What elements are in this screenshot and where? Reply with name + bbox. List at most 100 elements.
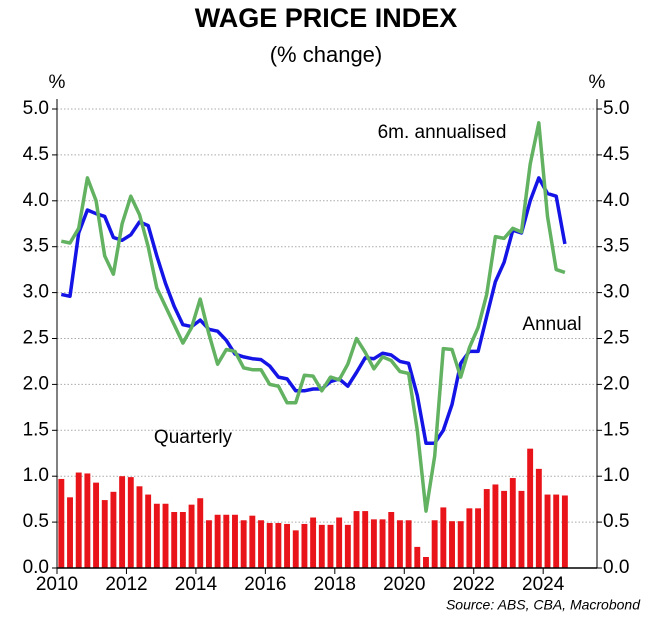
y2-tick-label: 1.0 [603,465,629,486]
x-tick-label: 2018 [314,574,356,595]
bar [327,524,334,568]
bar [301,523,308,568]
line [60,176,567,445]
bar [153,503,160,568]
bar [284,523,291,568]
bar [553,494,560,568]
bar [362,511,369,568]
bar [249,515,256,568]
bar [240,520,247,568]
bar [405,520,412,568]
chart-subtitle: (% change) [270,42,383,67]
bar [370,519,377,568]
line [60,121,566,513]
bar [501,490,508,568]
x-tick-label: 2014 [175,574,218,595]
bar [344,524,351,568]
bar [423,556,429,568]
y2-tick-label: 5.0 [603,98,629,119]
bar [67,497,73,568]
bar [110,491,117,568]
y-tick-label: 5.0 [23,98,49,119]
y2-tick-label: 0.5 [603,511,629,532]
x-tick-label: 2016 [244,574,286,595]
bar [492,484,499,568]
y2-tick-label: 4.5 [603,144,629,165]
bar [214,514,221,568]
bar [388,512,395,568]
bar [518,490,525,568]
y-tick-label: 0.0 [23,557,49,578]
series-label: 6m. annualised [378,122,507,143]
y2-tick-label: 3.5 [603,236,629,257]
bar [58,478,65,568]
bar [535,468,542,568]
bar [431,520,438,568]
x-tick-label: 2020 [383,574,425,595]
y2-tick-label: 2.0 [603,373,629,394]
bar [171,512,178,568]
bar [527,448,534,568]
y2-tick-label: 3.0 [603,282,629,303]
y-tick-label: 3.0 [23,282,49,303]
bar [275,523,282,568]
bar [232,514,238,568]
bar [440,507,447,568]
bar [127,477,134,568]
x-tick-label: 2022 [453,574,495,595]
y-tick-label: 1.0 [23,465,49,486]
bar [336,517,343,568]
x-tick-label: 2010 [36,574,78,595]
bar [414,546,421,568]
y-tick-label: 2.5 [23,328,49,349]
chart-title: WAGE PRICE INDEX [195,3,458,33]
bar [266,523,273,568]
bar [483,489,490,568]
bar [318,524,325,568]
source-note: Source: ABS, CBA, Macrobond [446,597,641,613]
bar [310,517,317,568]
bar [258,520,264,568]
bar [449,521,455,568]
bar [205,520,212,568]
bar [179,512,186,568]
y-tick-label: 2.0 [23,373,49,394]
y-tick-label: 4.0 [23,190,49,211]
bar [93,482,100,568]
y2-axis-label: % [589,72,606,93]
y-tick-label: 3.5 [23,236,49,257]
bar [223,514,230,568]
bar [353,511,360,568]
bar [188,504,195,568]
y2-tick-label: 1.5 [603,419,629,440]
bar [396,520,403,568]
bar [561,495,568,568]
bar [162,503,169,568]
bar [136,486,143,568]
bar [119,476,126,568]
bar [145,494,152,568]
bar [197,498,204,568]
bar [544,494,551,568]
y-tick-label: 1.5 [23,419,49,440]
bar [84,473,91,568]
y2-tick-label: 4.0 [603,190,629,211]
x-tick-label: 2024 [522,574,565,595]
bar [509,478,516,568]
y-tick-label: 0.5 [23,511,49,532]
y2-tick-label: 0.0 [603,557,629,578]
x-tick-label: 2012 [105,574,147,595]
bar [379,519,386,568]
y2-tick-label: 2.5 [603,328,629,349]
series-label: Quarterly [154,427,233,448]
bar [466,508,473,568]
bar [101,500,108,568]
bar [475,508,482,568]
bar [457,521,464,568]
bar [292,530,299,568]
series-label: Annual [522,314,581,335]
bar [75,472,82,568]
y-tick-label: 4.5 [23,144,49,165]
y-axis-label: % [49,72,66,93]
